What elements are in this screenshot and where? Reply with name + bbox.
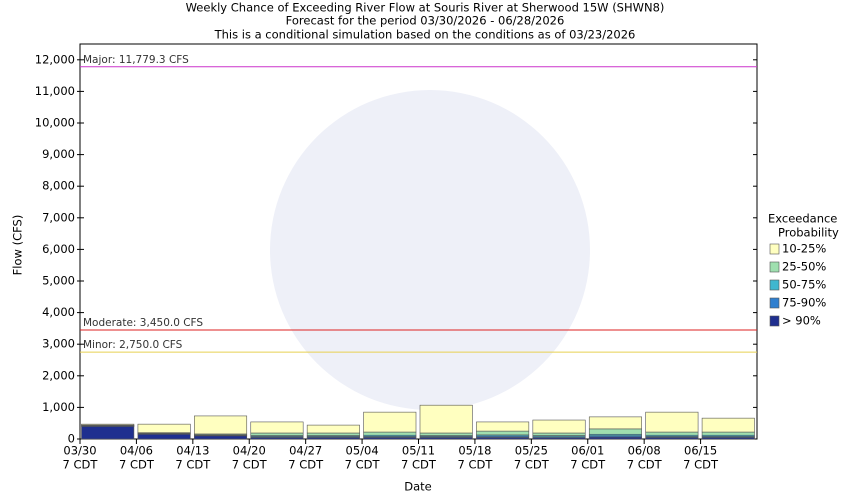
bar-segment [588,428,642,435]
bar-segment [194,435,248,440]
chart-subtitle: This is a conditional simulation based o… [214,28,636,42]
bar-segment [363,411,417,433]
legend-swatch [769,315,780,327]
legend-swatch [769,279,780,291]
bar-segment [532,432,586,436]
y-tick-label: 7,000 [42,210,75,224]
y-tick-label: 2,000 [42,368,75,382]
legend-swatch [769,297,780,309]
x-tick-label: 04/06 [120,444,153,458]
legend-swatch [769,243,780,255]
bar-segment [476,430,530,436]
legend-label: 10-25% [782,242,826,256]
bar-segment [419,432,473,436]
x-tick-label: 7 CDT [683,458,719,472]
bar-segment [250,432,304,436]
x-axis-label: Date [404,480,432,494]
y-tick-label: 8,000 [42,179,75,193]
y-tick-label: 4,000 [42,305,75,319]
x-tick-label: 06/01 [571,444,604,458]
legend-label: > 90% [782,314,821,328]
bar-segment [419,404,473,434]
bar-segment [588,416,642,430]
bar-segment [532,419,586,434]
y-tick-label: 0 [68,432,75,446]
bar-segment [701,417,755,433]
legend-label: 75-90% [782,296,826,310]
legend-swatch [769,261,780,273]
x-tick-label: 7 CDT [627,458,663,472]
bar-segment [137,433,191,440]
legend-label: 25-50% [782,260,826,274]
x-tick-label: 05/11 [402,444,435,458]
bar-segment [363,431,417,436]
x-tick-label: 06/15 [684,444,717,458]
x-tick-label: 7 CDT [63,458,99,472]
bar-segment [645,431,699,436]
x-tick-label: 04/27 [289,444,322,458]
x-tick-label: 05/25 [515,444,548,458]
y-tick-label: 5,000 [42,274,75,288]
bar-segment [250,421,304,434]
watermark [270,90,590,410]
y-tick-label: 9,000 [42,147,75,161]
legend-title: Probability [778,226,839,240]
x-tick-label: 7 CDT [232,458,268,472]
chart-title: Weekly Chance of Exceeding River Flow at… [186,1,665,15]
y-tick-label: 6,000 [42,242,75,256]
x-tick-label: 05/04 [346,444,379,458]
x-tick-label: 7 CDT [288,458,324,472]
x-tick-label: 03/30 [63,444,96,458]
y-tick-label: 3,000 [42,337,75,351]
threshold-label: Minor: 2,750.0 CFS [83,339,183,351]
bar-segment [701,431,755,436]
y-tick-label: 12,000 [35,52,75,66]
x-tick-label: 7 CDT [345,458,381,472]
bar-segment [81,426,135,440]
y-tick-label: 1,000 [42,400,75,414]
x-tick-label: 7 CDT [457,458,493,472]
chart-subtitle: Forecast for the period 03/30/2026 - 06/… [286,14,565,28]
y-tick-label: 10,000 [35,116,75,130]
bar-segment [81,423,135,426]
bar-segment [194,415,248,435]
threshold-label: Moderate: 3,450.0 CFS [83,317,203,329]
bar-segment [476,421,530,432]
x-tick-label: 05/18 [458,444,491,458]
threshold-label: Major: 11,779.3 CFS [83,54,189,66]
bar-segment [306,424,360,434]
x-tick-label: 7 CDT [119,458,155,472]
x-tick-label: 7 CDT [514,458,550,472]
y-tick-label: 11,000 [35,84,75,98]
y-axis-label: Flow (CFS) [11,215,25,276]
x-tick-label: 04/13 [176,444,209,458]
legend-label: 50-75% [782,278,826,292]
bar-segment [306,432,360,436]
x-tick-label: 7 CDT [570,458,606,472]
x-tick-label: 7 CDT [175,458,211,472]
bar-segment [645,411,699,433]
x-tick-label: 7 CDT [401,458,437,472]
x-tick-label: 06/08 [628,444,661,458]
bar-segment [137,423,191,433]
legend-title: Exceedance [768,212,837,226]
x-tick-label: 04/20 [233,444,266,458]
